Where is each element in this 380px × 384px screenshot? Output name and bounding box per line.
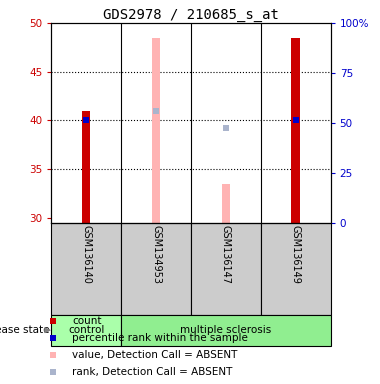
Bar — [291, 38, 300, 223]
Title: GDS2978 / 210685_s_at: GDS2978 / 210685_s_at — [103, 8, 279, 22]
Bar — [121, 315, 331, 346]
Bar — [82, 111, 90, 223]
Text: count: count — [72, 316, 102, 326]
Text: value, Detection Call = ABSENT: value, Detection Call = ABSENT — [72, 350, 238, 360]
Bar — [51, 315, 121, 346]
Bar — [51, 223, 121, 315]
Text: GSM136147: GSM136147 — [221, 225, 231, 285]
Bar — [191, 223, 261, 315]
Text: rank, Detection Call = ABSENT: rank, Detection Call = ABSENT — [72, 367, 233, 377]
Bar — [121, 223, 191, 315]
Bar — [152, 38, 160, 223]
Text: multiple sclerosis: multiple sclerosis — [180, 325, 271, 335]
Text: percentile rank within the sample: percentile rank within the sample — [72, 333, 248, 343]
Text: GSM136149: GSM136149 — [291, 225, 301, 285]
Text: GSM136140: GSM136140 — [81, 225, 91, 285]
Bar — [261, 223, 331, 315]
Text: GSM134953: GSM134953 — [151, 225, 161, 285]
Text: disease state: disease state — [0, 325, 50, 335]
Bar — [222, 184, 230, 223]
Text: control: control — [68, 325, 104, 335]
